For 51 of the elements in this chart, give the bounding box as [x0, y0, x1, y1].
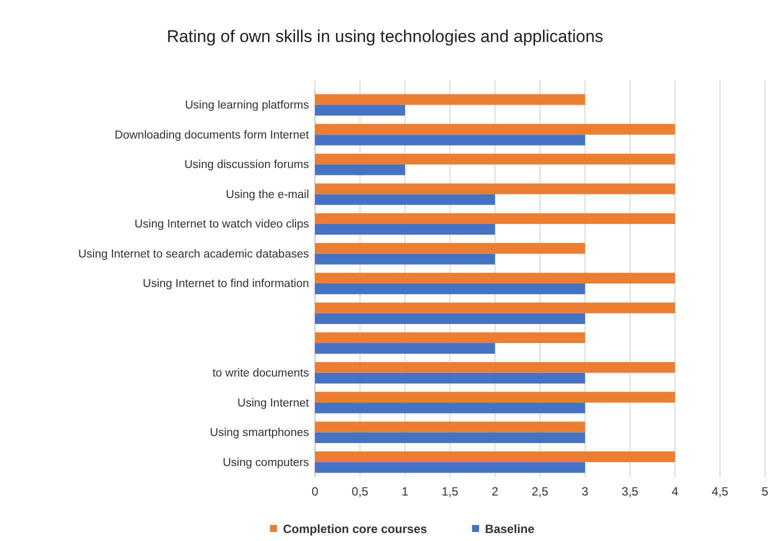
- bar: [315, 284, 585, 294]
- bar: [315, 254, 495, 264]
- y-tick-label: Using Internet to watch video clips: [134, 218, 310, 231]
- bar: [315, 224, 495, 235]
- y-tick-label: Using computers: [222, 456, 310, 469]
- bar: [315, 392, 675, 403]
- x-tick-label: 4,5: [712, 484, 729, 499]
- x-tick-label: 4: [672, 484, 679, 499]
- bar: [315, 94, 585, 105]
- x-tick-label: 3,5: [622, 484, 639, 499]
- y-tick-label: Using Internet: [237, 397, 310, 410]
- y-tick-label: Using Internet to find information: [142, 278, 309, 290]
- chart-title: Rating of own skills in using technologies and applications: [166, 27, 604, 46]
- bar: [315, 462, 585, 473]
- bar: [315, 272, 675, 284]
- bar: [315, 104, 405, 116]
- bar: [315, 302, 675, 314]
- x-tick-label: 2,5: [532, 484, 549, 499]
- bar: [315, 343, 495, 354]
- x-tick-label: 0: [312, 484, 319, 499]
- y-tick-label: Using learning platforms: [184, 100, 310, 112]
- x-tick-label: 0,5: [352, 484, 369, 499]
- bar: [315, 164, 405, 176]
- legend-label: Baseline: [485, 522, 535, 536]
- bar: [315, 362, 675, 373]
- bar: [315, 124, 675, 135]
- bar: [315, 213, 675, 224]
- x-tick-label: 1,5: [442, 484, 459, 499]
- bar: [315, 134, 585, 146]
- x-tick-label: 5: [762, 484, 769, 499]
- x-tick-label: 3: [582, 484, 589, 499]
- bar: [315, 432, 585, 444]
- bar: [315, 402, 585, 414]
- legend-label: Completion core courses: [283, 522, 428, 536]
- y-tick-label: Using discussion forums: [184, 159, 310, 172]
- bar: [315, 372, 585, 384]
- x-tick-label: 1: [402, 484, 409, 499]
- bar: [315, 194, 495, 205]
- bar: [315, 422, 585, 432]
- y-tick-label: Using the e-mail: [226, 188, 309, 201]
- y-tick-label: Downloading documents form Internet: [114, 129, 310, 142]
- bar: [315, 313, 585, 324]
- y-tick-label: to write documents: [212, 367, 310, 380]
- bar: [315, 154, 675, 164]
- bar: [315, 243, 585, 254]
- bar: [315, 451, 675, 462]
- bar: [315, 183, 675, 194]
- y-tick-label: Using Internet to search academic databases: [78, 248, 310, 260]
- y-tick-label: Using smartphones: [210, 427, 310, 440]
- x-tick-label: 2: [492, 484, 499, 499]
- bar: [315, 332, 585, 344]
